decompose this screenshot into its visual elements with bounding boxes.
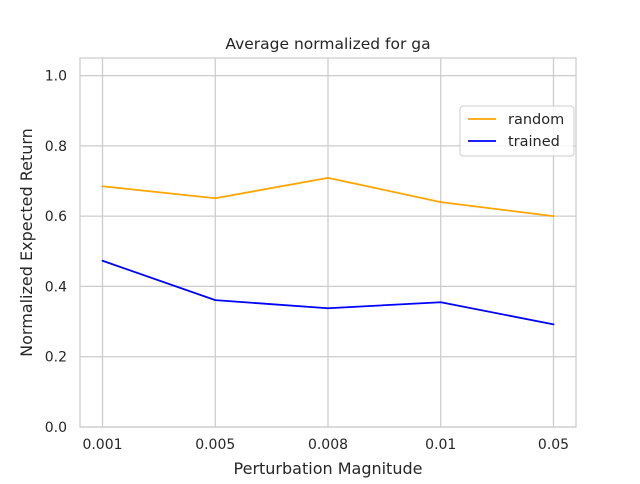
y-tick-label: 0.6 [45, 209, 67, 225]
data-point-random [327, 176, 329, 179]
legend-label-random: random [508, 112, 564, 128]
tick-labels: 0.001 0.005 0.008 0.01 0.05 0.0 0.2 0.4 0.6 0.8 1.… [45, 69, 569, 453]
x-tick-label: 0.01 [425, 437, 456, 453]
data-point-trained [439, 301, 442, 304]
y-tick-label: 0.0 [45, 420, 67, 436]
data-point-random [552, 215, 555, 218]
data-point-random [439, 201, 442, 203]
x-axis-label: Perturbation Magnitude [234, 459, 423, 478]
plot-area-frame [79, 57, 577, 428]
data-point-trained [327, 307, 329, 310]
y-tick-label: 0.4 [45, 279, 67, 295]
y-axis-label: Normalized Expected Return [17, 128, 36, 357]
chart-title: Average normalized for ga [225, 35, 430, 53]
x-tick-label: 0.008 [308, 437, 348, 453]
y-tick-label: 0.2 [45, 350, 67, 366]
x-tick-label: 0.05 [538, 437, 569, 453]
legend-label-trained: trained [508, 134, 560, 150]
data-point-trained [214, 299, 217, 302]
data-point-random [101, 185, 104, 188]
x-tick-label: 0.001 [82, 437, 122, 453]
y-tick-label: 1.0 [45, 69, 67, 85]
data-point-trained [101, 259, 104, 262]
series-lines [101, 176, 555, 326]
x-tick-label: 0.005 [195, 437, 235, 453]
data-point-trained [552, 323, 555, 326]
y-tick-label: 0.8 [45, 139, 67, 155]
data-point-random [214, 197, 217, 200]
legend: random trained [459, 105, 575, 157]
